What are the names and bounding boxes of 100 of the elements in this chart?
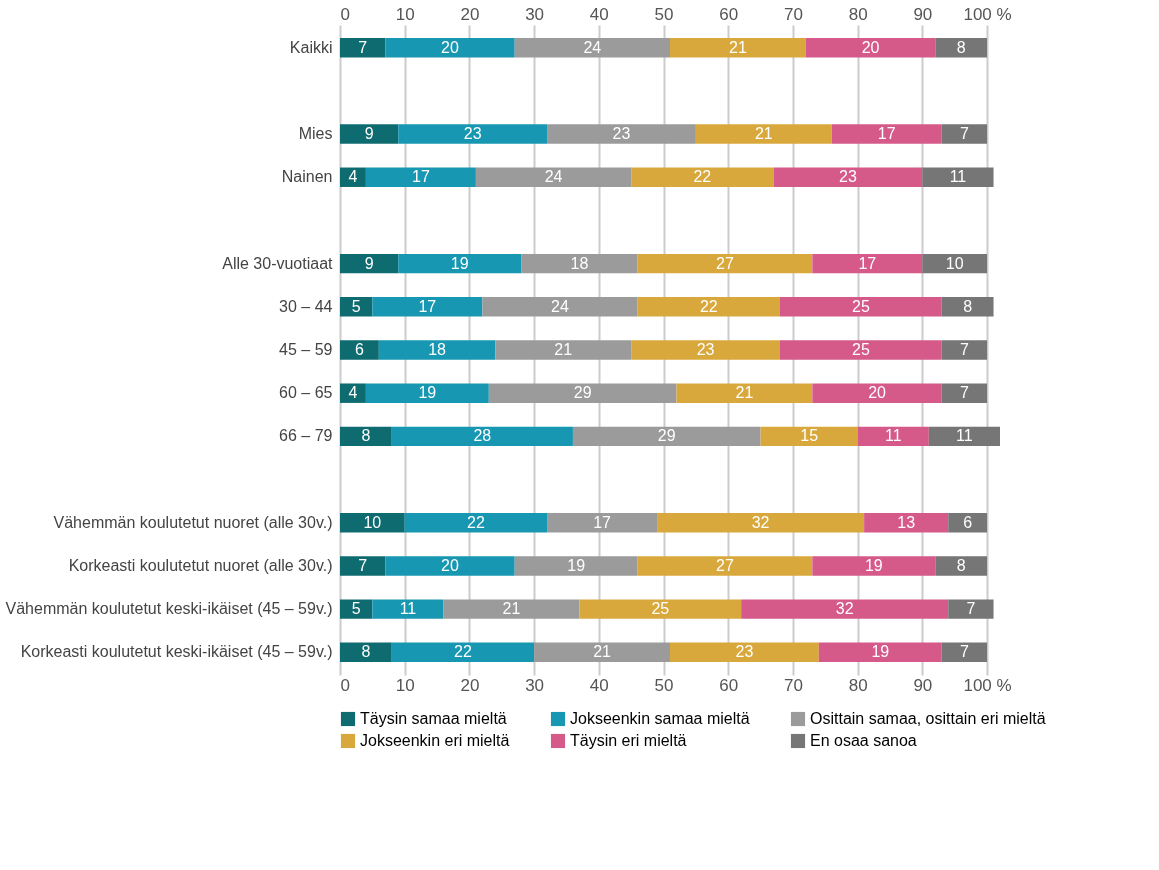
y-tick-label: Nainen xyxy=(281,168,333,186)
bar xyxy=(521,253,638,274)
bar xyxy=(637,297,780,317)
data-label: 17 xyxy=(858,254,877,272)
data-label: 28 xyxy=(473,427,492,445)
legend-label: Jokseenkin samaa mieltä xyxy=(570,710,750,727)
bar xyxy=(805,37,936,58)
y-tick-label: Kaikki xyxy=(289,38,333,56)
data-label: 24 xyxy=(551,297,569,315)
data-label: 7 xyxy=(358,556,368,574)
x2-tick-label: 50 xyxy=(654,4,674,24)
data-label: 22 xyxy=(454,643,472,661)
data-label: 11 xyxy=(956,427,973,445)
bar xyxy=(340,513,405,533)
bar xyxy=(398,253,522,274)
data-label: 8 xyxy=(361,643,371,661)
x-tick-label: 0 xyxy=(340,675,350,695)
bar xyxy=(340,340,379,360)
data-label: 6 xyxy=(354,341,364,358)
data-label: 18 xyxy=(570,254,589,272)
bar xyxy=(372,297,483,317)
bar xyxy=(695,124,832,144)
legend-label: Jokseenkin eri mieltä xyxy=(360,732,510,749)
data-label: 23 xyxy=(463,125,482,143)
bar xyxy=(482,297,638,317)
bar xyxy=(760,426,858,447)
x-tick-label: 40 xyxy=(589,675,609,695)
data-label: 25 xyxy=(851,297,870,315)
data-label: 4 xyxy=(348,384,358,402)
legend-label: Osittain samaa, osittain eri mieltä xyxy=(810,710,1046,727)
data-label: 20 xyxy=(441,556,459,574)
data-label: 32 xyxy=(835,600,854,618)
data-label: 21 xyxy=(554,341,573,358)
data-label: 19 xyxy=(450,254,469,272)
bar xyxy=(488,383,677,403)
x-tick-label: 50 xyxy=(654,675,674,695)
data-label: 19 xyxy=(418,384,437,402)
bar xyxy=(818,642,942,663)
y-tick-label: 66 – 79 xyxy=(279,427,333,445)
bar xyxy=(579,599,742,619)
x-tick-label: 80 xyxy=(848,675,868,695)
data-label: 22 xyxy=(699,297,718,315)
x2-tick-label: 40 xyxy=(589,4,609,24)
x-tick-label: 20 xyxy=(460,675,480,695)
bar xyxy=(935,37,988,58)
data-label: 7 xyxy=(358,38,368,56)
bar xyxy=(631,340,780,360)
legend-label: Täysin eri mieltä xyxy=(570,732,687,749)
x-tick-label: 10 xyxy=(395,675,415,695)
data-label: 20 xyxy=(861,38,880,56)
bar xyxy=(812,383,942,403)
data-label: 7 xyxy=(959,643,969,661)
data-label: 18 xyxy=(428,341,447,358)
bar xyxy=(398,124,548,144)
bar xyxy=(741,599,949,619)
data-label: 17 xyxy=(877,125,896,143)
bar xyxy=(547,124,696,144)
data-label: 11 xyxy=(399,600,417,618)
data-label: 11 xyxy=(884,427,902,445)
data-label: 19 xyxy=(871,643,890,661)
data-label: 17 xyxy=(411,168,430,186)
y-tick-label: Alle 30-vuotiaat xyxy=(222,254,334,272)
y-tick-label: 60 – 65 xyxy=(279,384,333,402)
data-label: 11 xyxy=(949,168,967,186)
data-label: 13 xyxy=(897,513,916,531)
bar xyxy=(864,513,949,533)
bar xyxy=(780,340,942,360)
bar xyxy=(941,383,988,403)
data-label: 21 xyxy=(593,643,612,661)
bar xyxy=(391,642,535,663)
data-label: 8 xyxy=(956,38,966,56)
bar xyxy=(378,340,496,360)
bar xyxy=(637,253,813,274)
bar xyxy=(340,642,392,663)
bar xyxy=(340,426,392,447)
x2-tick-label: 90 xyxy=(913,4,933,24)
bar xyxy=(404,513,548,533)
bar xyxy=(928,426,1000,447)
bar xyxy=(475,167,632,187)
y-tick-label: Korkeasti koulutetut keski-ikäiset (45 – 59v.) xyxy=(20,643,333,661)
bar xyxy=(340,253,399,274)
y-tick-label: 30 – 44 xyxy=(279,297,333,315)
bar xyxy=(780,297,942,317)
bar xyxy=(534,642,670,663)
bar xyxy=(631,167,774,187)
data-label: 20 xyxy=(441,38,459,56)
x2-tick-label: 30 xyxy=(525,4,545,24)
data-label: 32 xyxy=(751,513,770,531)
bar xyxy=(922,167,994,187)
data-label: 29 xyxy=(573,384,592,402)
data-label: 25 xyxy=(851,341,870,358)
data-label: 17 xyxy=(593,513,612,531)
data-label: 7 xyxy=(966,600,976,618)
data-label: 29 xyxy=(657,427,676,445)
y-tick-label: Mies xyxy=(298,125,333,143)
data-label: 9 xyxy=(364,125,374,143)
data-label: 21 xyxy=(754,125,773,143)
data-label: 24 xyxy=(583,38,602,56)
data-label: 7 xyxy=(959,125,969,143)
x2-tick-label: 100 % xyxy=(963,4,1012,24)
